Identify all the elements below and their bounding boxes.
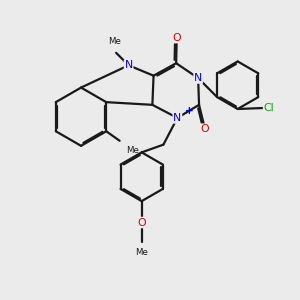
Text: N: N — [194, 73, 202, 83]
Text: Me: Me — [126, 146, 139, 155]
Text: Me: Me — [135, 248, 148, 257]
Text: O: O — [137, 218, 146, 227]
Text: Me: Me — [108, 37, 121, 46]
Text: N: N — [173, 113, 182, 123]
Text: Cl: Cl — [264, 103, 274, 113]
Text: +: + — [185, 106, 194, 116]
Text: O: O — [201, 124, 209, 134]
Text: N: N — [124, 60, 133, 70]
Text: O: O — [172, 33, 181, 43]
